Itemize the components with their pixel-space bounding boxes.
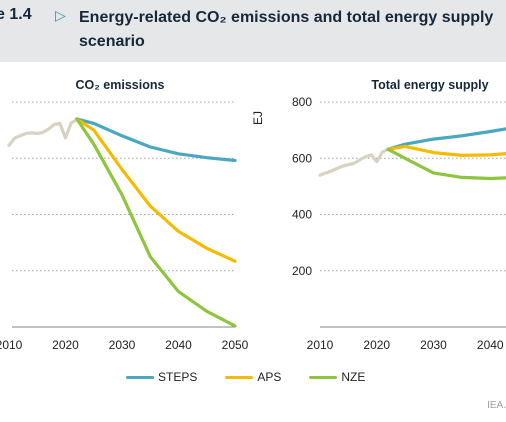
figure-title-line1: Energy-related CO₂ emissions and total e… (79, 9, 494, 26)
panel2-series-steps (386, 127, 506, 151)
panel2-y-tick-label: 800 (292, 95, 312, 109)
legend-swatch-steps (126, 375, 154, 379)
panel2-x-tick-label: 2020 (363, 338, 390, 352)
legend-item-aps: APS (225, 370, 281, 384)
panel2-title: Total energy supply (371, 78, 488, 92)
panel1-x-tick-label: 2030 (109, 338, 136, 352)
legend-label-steps: STEPS (158, 370, 198, 384)
panel2-x-tick-label: 2040 (477, 338, 504, 352)
legend-label-aps: APS (257, 370, 282, 384)
legend-label-nze: NZE (341, 370, 366, 384)
panel2-series-historical (318, 147, 390, 177)
chart-area: CO₂ emissions 2010 2020 2030 2040 2050 Total e… (0, 78, 506, 352)
figure-title-line2: scenario (79, 33, 145, 50)
legend-swatch-aps (225, 375, 254, 379)
panel2-y-tick-label: 600 (292, 151, 312, 165)
panel1-series-steps (75, 117, 237, 163)
figure-label: e 1.4 (0, 6, 32, 23)
panel1-x-tick-label: 2040 (165, 338, 192, 352)
legend-swatch-nze (309, 375, 338, 379)
triangle-right-icon: ▷ (55, 7, 66, 23)
figure-title: Energy-related CO₂ emissions and total e… (79, 6, 506, 54)
panel2-x-tick-label: 2030 (420, 338, 447, 352)
panel1-x-tick-label: 2010 (0, 338, 23, 352)
legend: STEPS APS NZE (126, 369, 393, 385)
legend-item-steps: STEPS (126, 370, 197, 384)
figure-header: e 1.4 ▷ Energy-related CO₂ emissions and… (0, 0, 506, 62)
source-note: IEA. (487, 400, 506, 411)
panel2-y-tick-label: 200 (292, 264, 312, 278)
panel2-series-aps (386, 144, 506, 157)
panel1-x-tick-label: 2050 (222, 338, 249, 352)
panel1-series-aps (75, 117, 237, 263)
panel1-series-historical (7, 118, 79, 147)
panel1-x-tick-label: 2020 (52, 338, 79, 352)
panel2-series-nze (386, 147, 506, 181)
panel2-y-tick-label: 400 (292, 208, 312, 222)
panel1-title: CO₂ emissions (76, 78, 165, 92)
panel2-x-tick-label: 2010 (307, 338, 334, 352)
panel2-y-axis-label: EJ (251, 111, 265, 125)
panel1-series-nze (75, 117, 237, 328)
legend-item-nze: NZE (309, 370, 365, 384)
